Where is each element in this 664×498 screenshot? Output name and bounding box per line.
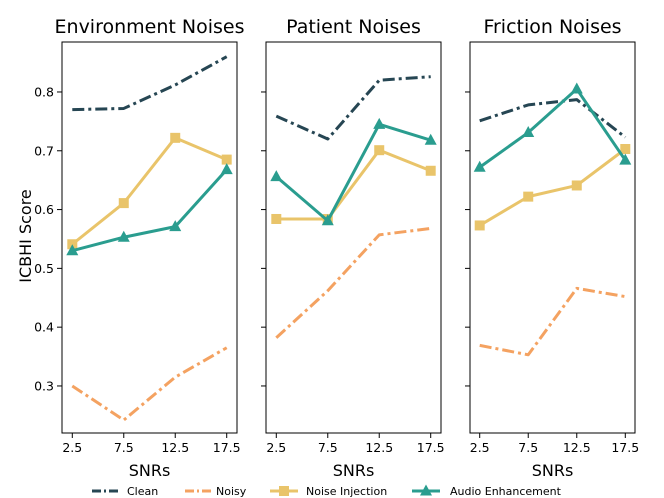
audio-enhancement-marker: [619, 153, 632, 165]
legend-label: Noisy: [216, 485, 247, 498]
noise-injection-line: [71, 136, 228, 246]
panel-title: Friction Noises: [483, 16, 621, 38]
x-tick-label: 7.5: [318, 440, 338, 455]
noisy-line: [479, 286, 626, 357]
chart-panels: Environment Noises 0.3 0.4 0.5 0.6 0.7 0.8 2.5 7…: [34, 16, 639, 480]
panel-title: Environment Noises: [55, 16, 245, 38]
legend-marker: [279, 486, 289, 496]
x-axis-label: SNRs: [532, 461, 574, 480]
audio-enhancement-marker: [473, 160, 486, 172]
x-tick-label: 2.5: [266, 440, 286, 455]
clean-line: [479, 98, 627, 139]
panel-title: Patient Noises: [286, 16, 421, 38]
x-tick-label: 17.5: [611, 440, 639, 455]
noise-injection-marker: [523, 191, 534, 202]
noisy-line: [71, 346, 228, 422]
noise-injection-marker: [271, 213, 282, 224]
audio-enhancement-line: [71, 168, 228, 253]
y-tick-label: 0.7: [34, 143, 54, 158]
noise-injection-marker: [170, 132, 181, 143]
x-tick-label: 2.5: [470, 440, 490, 455]
panel-2: Patient Noises 2.5 7.5 12.5 17.5 SNRs: [261, 16, 445, 480]
legend-label: Noise Injection: [306, 485, 387, 498]
noisy-line: [275, 226, 431, 339]
legend-item: Clean: [92, 485, 158, 498]
y-axis-label: ICBHI Score: [16, 189, 35, 283]
x-tick-label: 12.5: [161, 440, 189, 455]
noise-injection-marker: [474, 220, 485, 231]
noise-injection-marker: [425, 165, 436, 176]
noise-injection-marker: [620, 144, 631, 155]
legend-item: Audio Enhancement: [412, 484, 562, 498]
x-axis-label: SNRs: [333, 461, 375, 480]
audio-enhancement-line: [275, 122, 432, 223]
x-tick-label: 7.5: [518, 440, 538, 455]
panel-1: Environment Noises 0.3 0.4 0.5 0.6 0.7 0.8 2.5 7…: [34, 16, 244, 480]
audio-enhancement-marker: [117, 230, 130, 242]
audio-enhancement-marker: [321, 214, 334, 226]
x-tick-label: 7.5: [114, 440, 134, 455]
panel-3: Friction Noises 2.5 7.5 12.5 17.5 SNRs: [465, 16, 639, 480]
audio-enhancement-marker: [570, 82, 583, 94]
chart-legend: Clean Noisy Noise Injection Audio Enhanceme…: [92, 484, 562, 498]
audio-enhancement-marker: [169, 220, 182, 232]
audio-enhancement-marker: [522, 126, 535, 138]
x-tick-label: 2.5: [62, 440, 82, 455]
noise-injection-line: [276, 148, 432, 221]
clean-line: [275, 75, 431, 141]
x-tick-label: 17.5: [417, 440, 445, 455]
clean-line: [72, 55, 228, 112]
audio-enhancement-marker: [270, 170, 283, 182]
panel-frame: [61, 41, 238, 434]
audio-enhancement-marker: [220, 163, 233, 175]
noise-injection-marker: [374, 145, 385, 156]
y-tick-label: 0.4: [34, 320, 54, 335]
audio-enhancement-marker: [373, 117, 386, 129]
legend-label: Audio Enhancement: [450, 485, 562, 498]
legend-item: Noise Injection: [270, 485, 387, 498]
x-tick-label: 12.5: [365, 440, 393, 455]
noise-injection-marker: [571, 180, 582, 191]
noise-injection-line: [478, 147, 627, 227]
legend-label: Clean: [127, 485, 158, 498]
x-axis-label: SNRs: [129, 461, 171, 480]
y-tick-label: 0.5: [34, 261, 54, 276]
noise-injection-marker: [221, 154, 232, 165]
y-tick-label: 0.8: [34, 84, 54, 99]
audio-enhancement-marker: [424, 133, 437, 145]
panel-frame: [469, 41, 636, 434]
y-tick-label: 0.3: [34, 378, 54, 393]
y-tick-label: 0.6: [34, 202, 54, 217]
noise-injection-marker: [118, 198, 129, 209]
x-tick-label: 12.5: [563, 440, 591, 455]
audio-enhancement-marker: [66, 244, 79, 256]
legend-item: Noisy: [185, 485, 247, 498]
panel-frame: [265, 41, 442, 434]
x-tick-label: 17.5: [213, 440, 241, 455]
legend-marker: [420, 484, 432, 496]
audio-enhancement-line: [478, 87, 627, 169]
